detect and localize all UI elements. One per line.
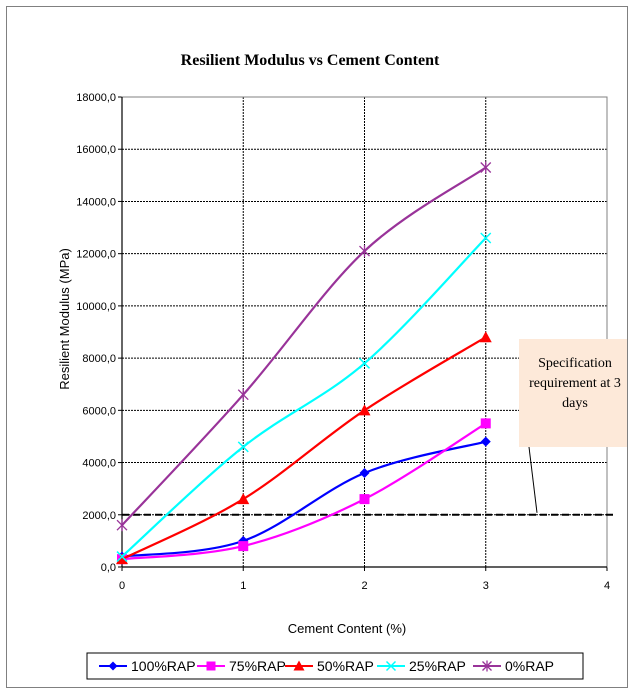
data-point-marker (358, 404, 371, 416)
legend-label: 25%RAP (409, 658, 466, 674)
data-point-marker (206, 661, 216, 671)
legend-label: 0%RAP (505, 658, 554, 674)
data-point-marker (237, 388, 249, 401)
data-point-marker (482, 660, 492, 672)
series-25pct-rap (116, 232, 492, 563)
x-tick-label: 1 (240, 580, 246, 592)
data-point-marker (480, 161, 492, 174)
chart-canvas: Resilient Modulus vs Cement Content 0,0 2… (57, 52, 627, 680)
data-point-marker (108, 661, 118, 671)
legend: 100%RAP 75%RAP 50%RAP 25%RAP 0%RAP (86, 652, 584, 680)
annotation-group: Specification requirement at 3 days (519, 339, 627, 513)
data-point-marker (385, 660, 397, 672)
x-tick-label: 2 (361, 580, 367, 592)
annotation-leader-line (528, 446, 538, 513)
legend-item: 0%RAP (473, 658, 554, 674)
x-tick-label: 4 (604, 580, 610, 592)
data-point-marker (358, 357, 371, 369)
data-point-marker (480, 232, 492, 244)
x-tick-label: 3 (483, 580, 489, 592)
data-point-marker (116, 553, 128, 565)
series-50pct-rap (116, 331, 492, 565)
x-tick-label: 0 (119, 580, 125, 592)
series-line (121, 166, 487, 526)
legend-label: 75%RAP (229, 658, 286, 674)
series-line (121, 440, 487, 558)
y-tick-label: 16000,0 (76, 144, 116, 156)
series-75pct-rap (117, 418, 491, 565)
y-tick-label: 4000,0 (82, 458, 116, 470)
data-point-marker (359, 245, 370, 258)
y-axis-label: Resilient Modulus (MPa) (57, 248, 72, 390)
series-line (121, 237, 487, 558)
chart-frame: Resilient Modulus vs Cement Content 0,0 2… (6, 6, 628, 688)
y-tick-label: 2000,0 (82, 510, 116, 522)
y-tick-label: 8000,0 (82, 353, 116, 365)
data-point-marker (116, 519, 128, 532)
data-point-marker (479, 331, 492, 343)
data-point-marker (293, 660, 305, 671)
axes: 0,0 2000,0 4000,0 6000,0 8000,0 10000,0 12000,… (76, 92, 610, 592)
data-point-marker (237, 441, 249, 453)
series-group (116, 161, 492, 565)
data-point-marker (359, 494, 370, 505)
data-point-marker (480, 436, 491, 447)
marker-stroke (385, 660, 397, 672)
annotation-text-line: Specification (538, 356, 612, 371)
chart-title: Resilient Modulus vs Cement Content (181, 52, 440, 69)
legend-item: 25%RAP (377, 658, 466, 674)
annotation-box (519, 339, 627, 447)
y-tick-label: 14000,0 (76, 196, 116, 208)
marker-stroke (358, 357, 371, 369)
y-tick-label: 18000,0 (76, 92, 116, 104)
data-point-marker (359, 468, 370, 478)
y-tick-label: 10000,0 (76, 301, 116, 313)
data-point-marker (116, 551, 128, 563)
y-tick-label: 6000,0 (82, 405, 116, 417)
data-point-marker (238, 541, 249, 552)
y-tick-label: 12000,0 (76, 249, 116, 261)
series-line (121, 422, 487, 561)
legend-label: 50%RAP (317, 658, 374, 674)
annotation-text-line: requirement at 3 (529, 376, 621, 391)
legend-item: 50%RAP (285, 658, 374, 674)
marker-stroke (237, 441, 249, 453)
y-tick-label: 0,0 (101, 562, 116, 574)
legend-item: 75%RAP (197, 658, 286, 674)
series-line (121, 336, 487, 561)
series-0pct-rap (116, 161, 492, 532)
data-point-marker (237, 493, 250, 505)
x-axis-label: Cement Content (%) (288, 621, 407, 636)
legend-label: 100%RAP (131, 658, 196, 674)
data-point-marker (480, 418, 491, 429)
marker-stroke (116, 551, 128, 563)
legend-item: 100%RAP (99, 658, 196, 674)
annotation-text-line: days (562, 396, 588, 411)
marker-stroke (480, 232, 492, 244)
